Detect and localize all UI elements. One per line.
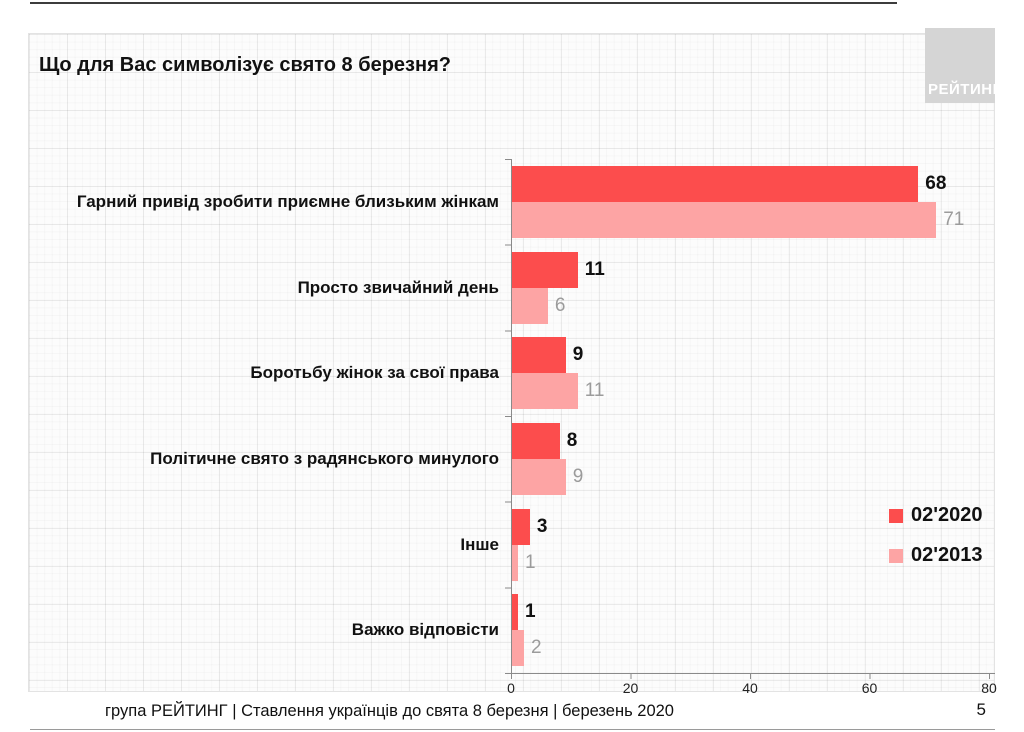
bar-row-2020: 9 [512,337,584,374]
bar-row-2013: 11 [512,373,605,410]
category-label: Просто звичайний день [297,277,499,297]
bar-group-3: Боротьбу жінок за свої права 9 11 [29,330,989,416]
value-label-2020: 1 [524,601,536,623]
x-axis-ticks [511,674,991,679]
bottom-rule [30,729,995,730]
category-label: Боротьбу жінок за свої права [250,363,499,383]
bar-2013 [512,630,524,667]
value-label-2013: 71 [943,209,965,230]
bar-row-2013: 71 [512,202,964,238]
bar-2020 [512,508,530,545]
bar-2013 [512,202,937,238]
value-label-2013: 2 [530,637,542,659]
chart-card: Що для Вас символізує свято 8 березня? Г… [28,33,997,696]
bar-row-2013: 6 [512,287,566,324]
category-label: Політичне свято з радянського минулого [150,449,499,469]
value-label-2013: 1 [524,551,536,573]
value-label-2020: 3 [536,515,548,537]
bar-2013 [512,544,518,581]
rating-logo-text: РЕЙТИНГ [928,81,1002,98]
legend-swatch-2020 [889,508,903,523]
value-label-2013: 9 [572,466,584,488]
bar-row-2020: 11 [512,251,605,288]
value-label-2013: 11 [584,380,605,402]
bar-row-2020: 1 [512,594,536,631]
category-label: Гарний привід зробити приємне близьким ж… [76,192,499,212]
bar-group-2: Просто звичайний день 11 6 [29,245,989,331]
legend-label-2013: 02'2013 [911,544,983,566]
bar-row-2020: 68 [512,166,946,202]
rating-logo: РЕЙТИНГ [925,28,1001,103]
x-tick-label-20: 20 [622,680,639,696]
footer-source: група РЕЙТИНГ | Ставлення українців до с… [105,702,674,720]
page-number: 5 [976,700,986,719]
x-tick-label-80: 80 [981,680,997,696]
bar-2020 [512,423,560,460]
value-label-2020: 68 [925,173,947,194]
value-label-2020: 8 [566,430,578,452]
category-label: Інше [460,534,499,554]
category-label: Важко відповісти [351,620,499,640]
bar-2020 [512,166,919,202]
bar-row-2013: 9 [512,459,584,496]
bar-group-6: Важко відповісти 1 2 [29,587,989,673]
legend-label-2020: 02'2020 [911,504,983,526]
x-tick-label-60: 60 [861,680,878,696]
value-label-2020: 11 [584,258,605,280]
x-tick-label-0: 0 [507,680,515,696]
legend-item-2013: 02'2013 [889,544,983,567]
bar-group-4: Політичне свято з радянського минулого 8… [29,416,989,502]
y-axis-line [511,159,512,674]
bar-row-2013: 1 [512,544,536,581]
bar-chart: Гарний привід зробити приємне близьким ж… [29,159,989,673]
bar-2020 [512,594,518,631]
value-label-2013: 6 [554,294,566,316]
legend-swatch-2013 [889,548,903,563]
bar-2020 [512,251,578,288]
x-axis-line [505,673,995,674]
bar-group-1: Гарний привід зробити приємне близьким ж… [29,159,989,245]
bar-row-2020: 8 [512,423,578,460]
legend-item-2020: 02'2020 [889,504,983,527]
top-rule [30,2,897,4]
bar-2013 [512,373,578,410]
bar-2020 [512,337,566,374]
value-label-2020: 9 [572,344,584,366]
bar-row-2020: 3 [512,508,548,545]
legend: 02'2020 02'2013 [889,504,983,584]
bar-row-2013: 2 [512,630,542,667]
bar-group-5: Інше 3 1 [29,502,989,588]
bar-2013 [512,287,548,324]
chart-title: Що для Вас символізує свято 8 березня? [39,54,451,76]
y-axis-ticks [505,159,511,675]
x-tick-label-40: 40 [742,680,758,696]
bar-2013 [512,459,566,496]
